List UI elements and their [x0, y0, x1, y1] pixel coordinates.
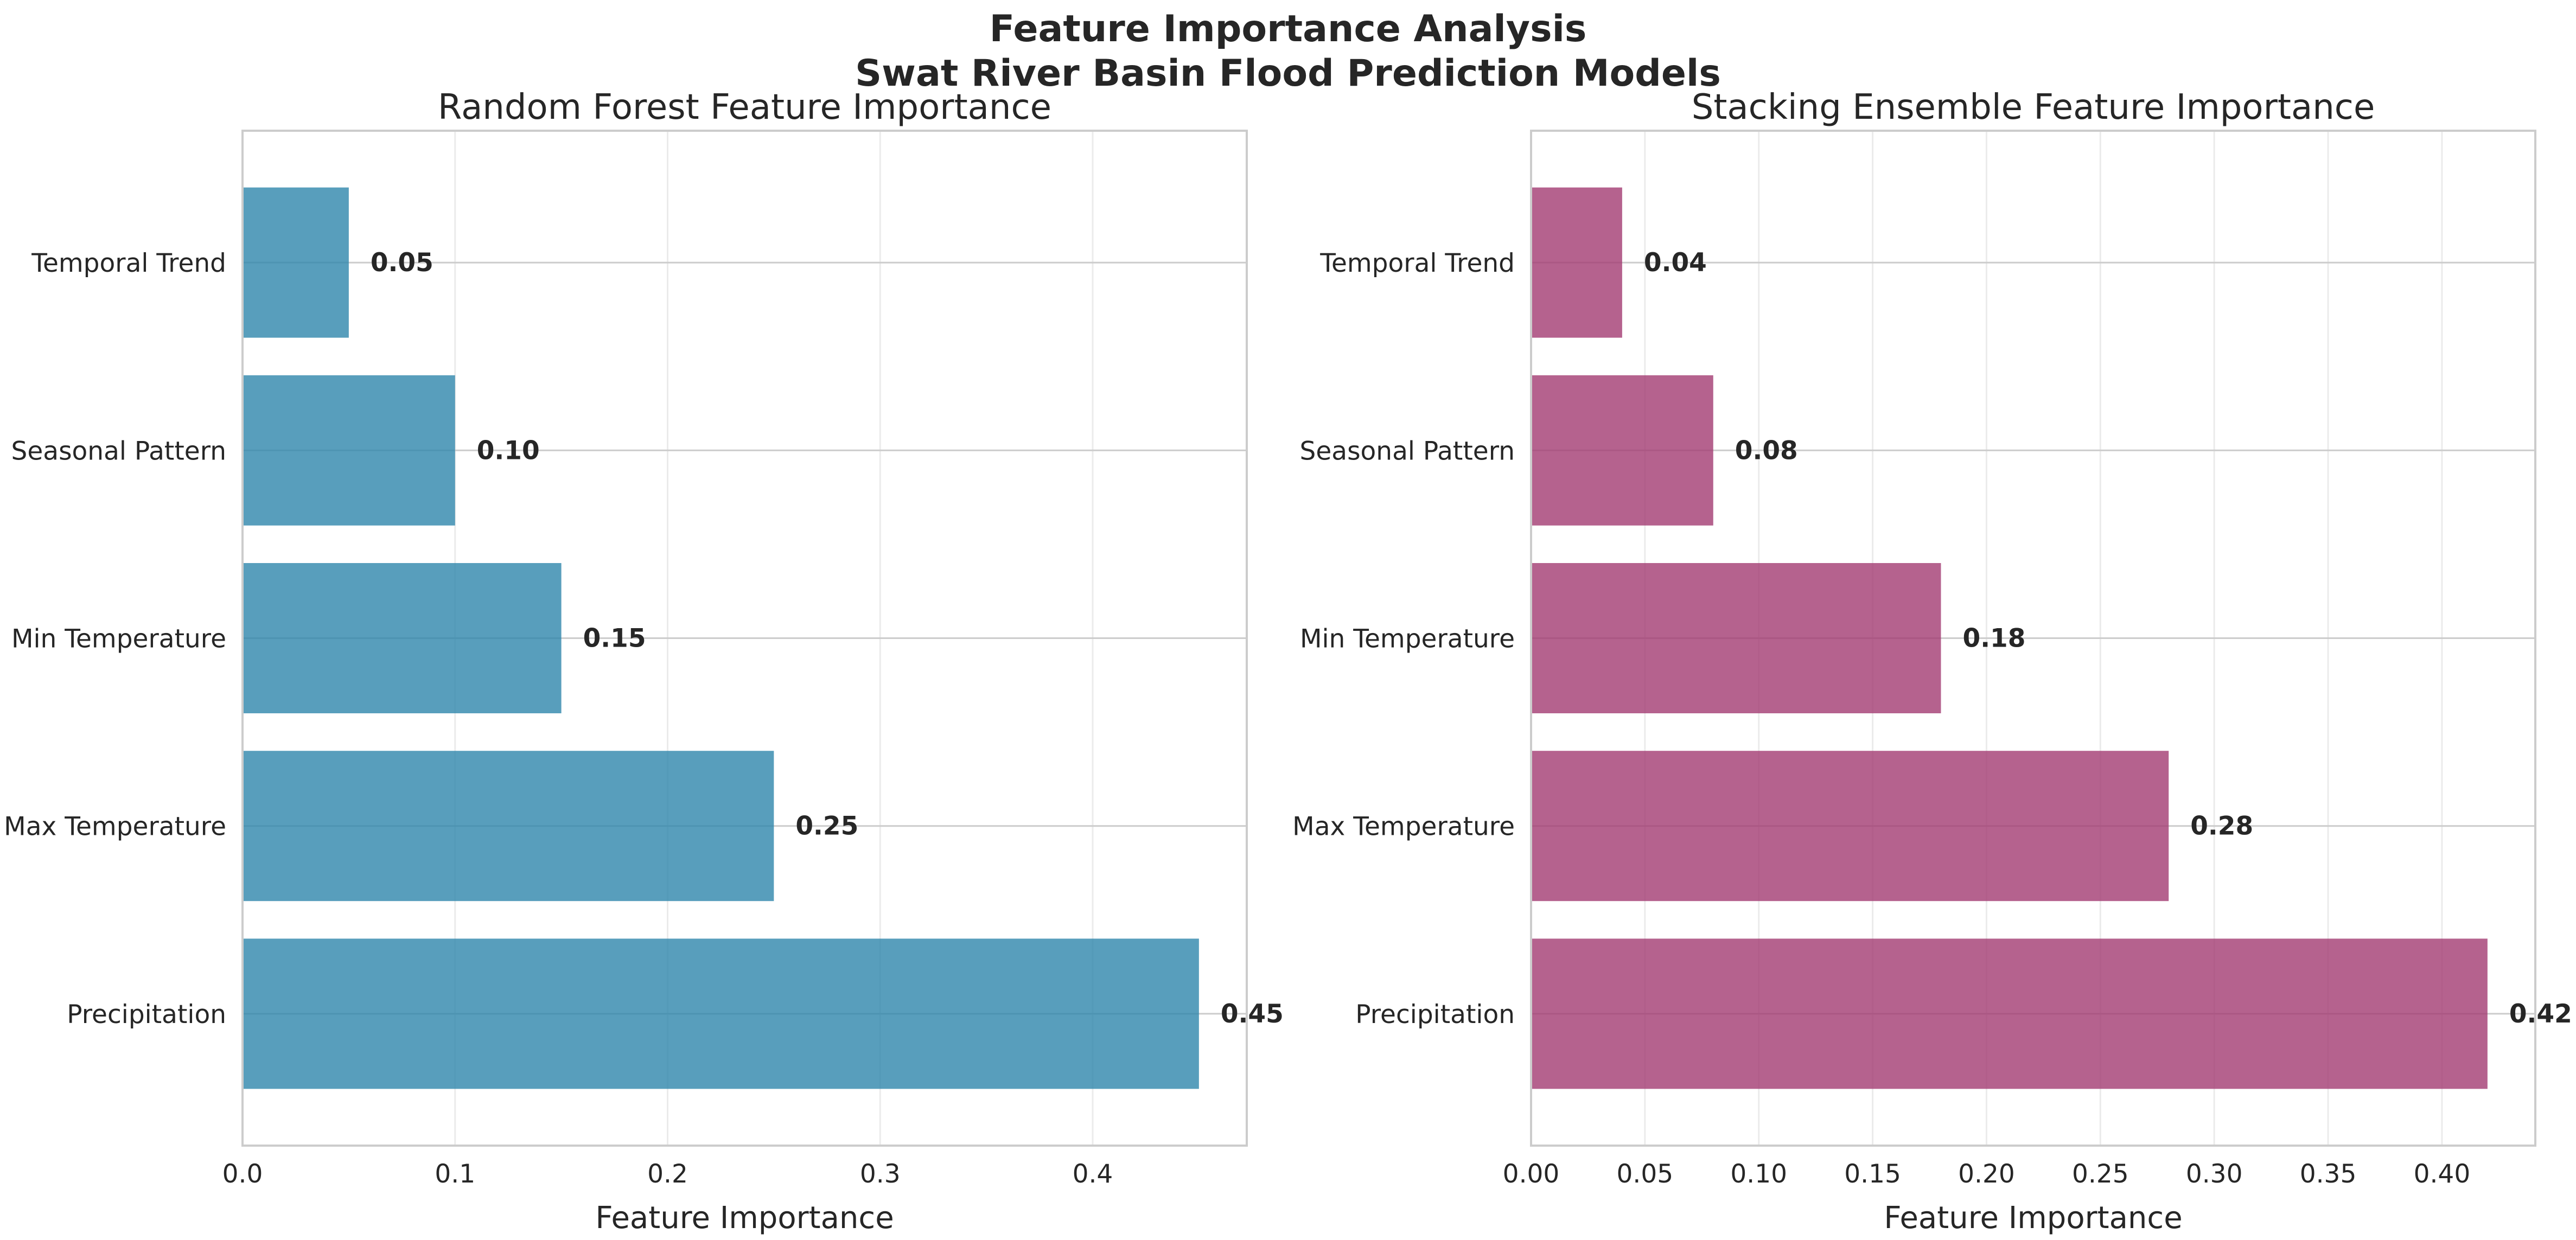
- x-tick-label: 0.3: [860, 1159, 901, 1189]
- stacking-ensemble-chart-panel: 0.42 0.28 0.18 0.08 0.04 Precipitation Max Tem…: [1292, 87, 2572, 1236]
- y-tick-label: Min Temperature: [1300, 624, 1515, 654]
- y-tick-label: Temporal Trend: [1319, 248, 1515, 278]
- bar-precipitation: [1531, 938, 2488, 1089]
- x-tick-label: 0.15: [1844, 1159, 1901, 1189]
- figure-title-line-2: Swat River Basin Flood Prediction Models: [855, 52, 1721, 95]
- axes-frame: [1530, 130, 2536, 1147]
- x-axis-label: Feature Importance: [1884, 1200, 2182, 1236]
- bar-temporal-trend: [243, 187, 349, 338]
- value-label: 0.05: [371, 248, 433, 278]
- value-label: 0.28: [2190, 811, 2253, 841]
- x-tick-label: 0.05: [1617, 1159, 1674, 1189]
- value-label: 0.08: [1735, 436, 1798, 465]
- value-label: 0.45: [1221, 999, 1284, 1029]
- x-tick-label: 0.35: [2300, 1159, 2357, 1189]
- x-tick-label: 0.2: [647, 1159, 688, 1189]
- value-label: 0.04: [1644, 248, 1707, 278]
- y-tick-label: Seasonal Pattern: [11, 436, 226, 466]
- x-tick-label: 0.00: [1503, 1159, 1560, 1189]
- x-tick-label: 0.30: [2186, 1159, 2243, 1189]
- y-tick-label: Max Temperature: [4, 812, 226, 842]
- random-forest-chart-panel: 0.45 0.25 0.15 0.10 0.05 Precipitation Max Tem…: [4, 87, 1284, 1236]
- bar-temporal-trend: [1531, 187, 1622, 338]
- value-label: 0.42: [2509, 999, 2572, 1029]
- y-tick-label: Seasonal Pattern: [1300, 436, 1515, 466]
- x-tick-label: 0.4: [1073, 1159, 1113, 1189]
- axes-frame: [241, 130, 1248, 1147]
- bar-precipitation: [243, 938, 1199, 1089]
- value-label: 0.25: [795, 811, 858, 841]
- x-tick-label: 0.1: [435, 1159, 475, 1189]
- figure-title-line-1: Feature Importance Analysis: [990, 8, 1587, 50]
- bar-seasonal-pattern: [243, 375, 455, 526]
- bar-min-temperature: [1531, 563, 1941, 713]
- y-tick-label: Min Temperature: [11, 624, 226, 654]
- chart-title: Stacking Ensemble Feature Importance: [1692, 87, 2375, 127]
- x-axis-label: Feature Importance: [595, 1200, 894, 1236]
- bar-min-temperature: [243, 563, 562, 713]
- y-tick-label: Max Temperature: [1292, 812, 1515, 842]
- chart-title: Random Forest Feature Importance: [438, 87, 1051, 127]
- y-tick-label: Precipitation: [1355, 1000, 1515, 1030]
- y-tick-label: Temporal Trend: [31, 248, 226, 278]
- y-tick-label: Precipitation: [67, 1000, 226, 1030]
- x-tick-label: 0.40: [2414, 1159, 2471, 1189]
- value-label: 0.18: [1963, 624, 2026, 654]
- bar-max-temperature: [1531, 751, 2169, 902]
- x-tick-label: 0.25: [2072, 1159, 2129, 1189]
- x-tick-label: 0.10: [1730, 1159, 1787, 1189]
- x-tick-label: 0.20: [1958, 1159, 2015, 1189]
- value-label: 0.10: [477, 436, 540, 465]
- value-label: 0.15: [583, 624, 646, 654]
- bar-seasonal-pattern: [1531, 375, 1713, 526]
- bar-max-temperature: [243, 751, 774, 902]
- x-tick-label: 0.0: [222, 1159, 263, 1189]
